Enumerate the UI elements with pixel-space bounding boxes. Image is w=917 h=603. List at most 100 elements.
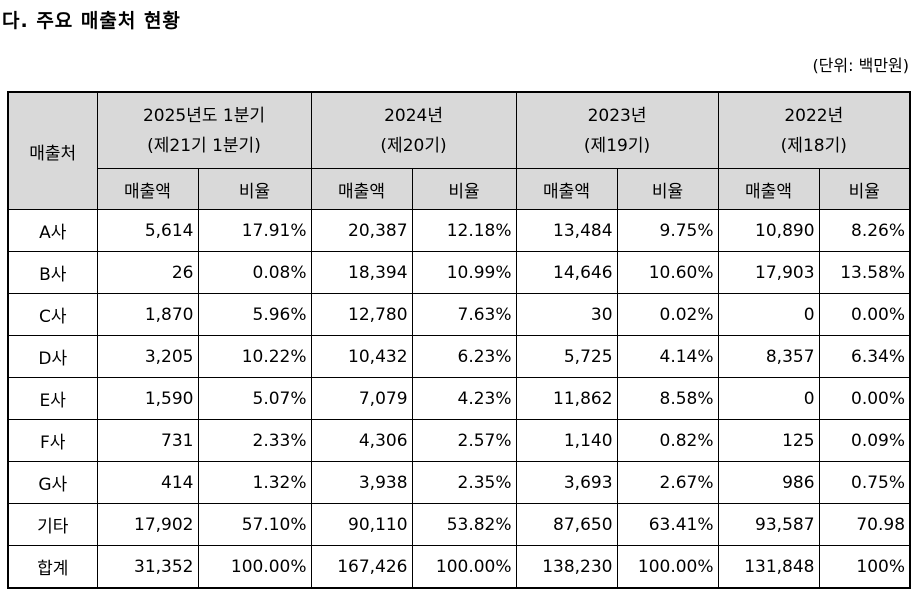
sales-ratio: 70.98 [818,503,911,546]
sales-ratio: 0.00% [818,293,911,336]
sales-ratio: 9.75% [616,209,719,252]
sales-amount: 26 [96,251,199,294]
header-ratio: 비율 [411,168,517,210]
period-term: (제19기) [583,135,651,156]
sales-ratio: 100.00% [411,545,517,589]
table-row: B사 26 0.08% 18,394 10.99% 14,646 10.60% 17,903 1… [7,251,911,294]
sales-table: 매출처 2025년도 1분기 (제21기 1분기) 2024년 (제20기) 2… [7,91,912,589]
header-period: 2025년도 1분기 (제21기 1분기) [96,91,312,169]
sales-ratio: 57.10% [197,503,312,546]
sales-amount: 3,693 [515,461,618,504]
sales-ratio: 1.32% [197,461,312,504]
header-ratio: 비율 [616,168,719,210]
header-sales: 매출액 [310,168,413,210]
sales-ratio: 2.57% [411,419,517,462]
header-sales: 매출액 [717,168,820,210]
sales-amount: 1,590 [96,377,199,420]
sales-ratio: 10.99% [411,251,517,294]
table-row: D사 3,205 10.22% 10,432 6.23% 5,725 4.14% 8,357 6… [7,335,911,378]
sales-amount: 90,110 [310,503,413,546]
sales-ratio: 4.23% [411,377,517,420]
customer-name: B사 [7,251,98,294]
sales-amount: 5,614 [96,209,199,252]
sales-amount: 87,650 [515,503,618,546]
period-term: (제20기) [380,135,447,156]
sales-amount: 131,848 [717,545,820,589]
header-period: 2023년 (제19기) [515,91,719,169]
sales-ratio: 2.35% [411,461,517,504]
sales-ratio: 0.02% [616,293,719,336]
header-ratio: 비율 [197,168,312,210]
customer-name: F사 [7,419,98,462]
sales-amount: 17,903 [717,251,820,294]
header-sales: 매출액 [96,168,199,210]
table-row: G사 414 1.32% 3,938 2.35% 3,693 2.67% 986 0.75% [7,461,911,504]
sales-amount: 0 [717,293,820,336]
customer-name: C사 [7,293,98,336]
sales-ratio: 10.60% [616,251,719,294]
sales-amount: 1,870 [96,293,199,336]
sales-amount: 17,902 [96,503,199,546]
period-year: 2023년 [587,105,647,126]
sales-amount: 5,725 [515,335,618,378]
sales-amount: 0 [717,377,820,420]
sales-ratio: 53.82% [411,503,517,546]
sales-ratio: 2.33% [197,419,312,462]
sales-ratio: 2.67% [616,461,719,504]
header-ratio: 비율 [818,168,911,210]
sales-ratio: 8.58% [616,377,719,420]
header-sales: 매출액 [515,168,618,210]
sales-ratio: 5.96% [197,293,312,336]
table-row: 기타 17,902 57.10% 90,110 53.82% 87,650 63.41% 93… [7,503,911,546]
sales-amount: 10,890 [717,209,820,252]
customer-name: 기타 [7,503,98,546]
customer-name: A사 [7,209,98,252]
sales-ratio: 0.08% [197,251,312,294]
sales-ratio: 0.82% [616,419,719,462]
table-row: A사 5,614 17.91% 20,387 12.18% 13,484 9.75% 10,8… [7,209,911,252]
period-year: 2022년 [784,105,844,126]
sales-amount: 125 [717,419,820,462]
sales-amount: 138,230 [515,545,618,589]
sales-amount: 14,646 [515,251,618,294]
table-row: 합계 31,352 100.00% 167,426 100.00% 138,230 100.… [7,545,911,589]
sales-amount: 414 [96,461,199,504]
sales-ratio: 0.09% [818,419,911,462]
customer-name: G사 [7,461,98,504]
sales-amount: 986 [717,461,820,504]
sales-ratio: 0.00% [818,377,911,420]
header-customer: 매출처 [7,91,98,210]
sales-amount: 7,079 [310,377,413,420]
sales-ratio: 17.91% [197,209,312,252]
sales-ratio: 13.58% [818,251,911,294]
sales-amount: 3,938 [310,461,413,504]
sales-amount: 1,140 [515,419,618,462]
sales-amount: 10,432 [310,335,413,378]
sales-amount: 20,387 [310,209,413,252]
period-year: 2024년 [384,105,443,126]
sales-ratio: 5.07% [197,377,312,420]
sales-amount: 12,780 [310,293,413,336]
section-title: 다. 주요 매출처 현황 [2,10,181,32]
sales-ratio: 100% [818,545,911,589]
sales-ratio: 10.22% [197,335,312,378]
header-period: 2022년 (제18기) [717,91,911,169]
period-term: (제21기 1분기) [147,135,261,156]
sales-ratio: 0.75% [818,461,911,504]
sales-ratio: 63.41% [616,503,719,546]
unit-label: (단위: 백만원) [812,56,909,75]
sales-amount: 18,394 [310,251,413,294]
sales-amount: 31,352 [96,545,199,589]
table-body: A사 5,614 17.91% 20,387 12.18% 13,484 9.75% 10,8… [7,209,911,589]
period-year: 2025년도 1분기 [142,105,266,126]
sales-amount: 13,484 [515,209,618,252]
customer-name: D사 [7,335,98,378]
period-term: (제18기) [780,135,847,156]
sales-amount: 167,426 [310,545,413,589]
sales-amount: 30 [515,293,618,336]
table-row: F사 731 2.33% 4,306 2.57% 1,140 0.82% 125 0.09% [7,419,911,462]
sales-ratio: 100.00% [616,545,719,589]
sales-amount: 4,306 [310,419,413,462]
sales-amount: 11,862 [515,377,618,420]
sales-amount: 3,205 [96,335,199,378]
